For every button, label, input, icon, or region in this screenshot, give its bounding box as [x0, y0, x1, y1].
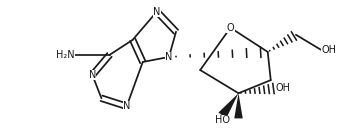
Text: N: N [165, 52, 173, 62]
Text: O: O [227, 23, 234, 33]
Text: N: N [153, 7, 161, 17]
Polygon shape [218, 93, 238, 118]
Polygon shape [234, 93, 243, 118]
Text: OH: OH [321, 45, 336, 55]
Text: HO: HO [215, 115, 230, 125]
Text: N: N [123, 101, 130, 111]
Text: N: N [89, 70, 96, 80]
Text: OH: OH [276, 83, 291, 93]
Text: H₂N: H₂N [56, 50, 74, 60]
